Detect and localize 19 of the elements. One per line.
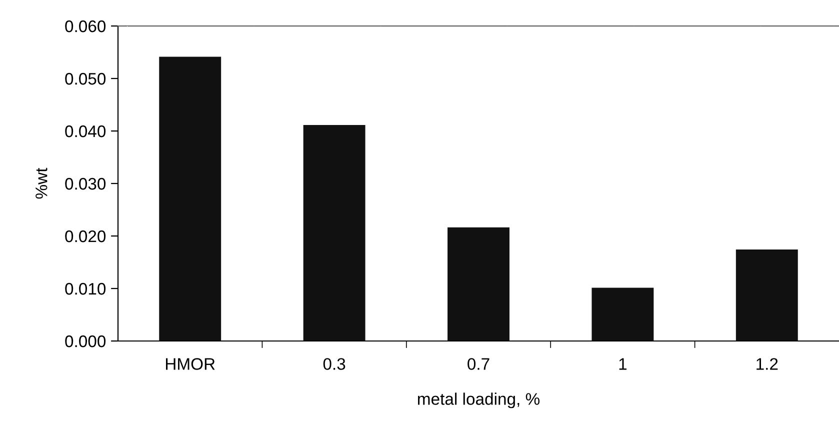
y-tick-label: 0.000 bbox=[65, 335, 106, 348]
bar bbox=[736, 249, 798, 341]
y-tick-label: 0.020 bbox=[65, 230, 106, 242]
bar bbox=[592, 288, 654, 341]
bar bbox=[448, 227, 510, 341]
y-tick-label: 0.030 bbox=[65, 178, 106, 190]
x-axis-title: metal loading, % bbox=[418, 392, 540, 408]
y-axis-title: %wt bbox=[36, 168, 48, 199]
x-tick-label: 1.2 bbox=[756, 358, 778, 370]
y-tick-label: 0.060 bbox=[65, 20, 106, 32]
y-tick-label: 0.010 bbox=[65, 282, 106, 295]
bar bbox=[303, 125, 366, 341]
y-tick-label: 0.040 bbox=[65, 125, 106, 138]
y-tick-label: 0.050 bbox=[65, 72, 106, 85]
x-tick-label: 0.3 bbox=[323, 358, 346, 370]
x-tick-label: 1 bbox=[619, 358, 627, 370]
bar bbox=[159, 56, 222, 341]
x-tick-label: HMOR bbox=[166, 358, 215, 370]
x-tick-label: 0.7 bbox=[468, 358, 490, 370]
